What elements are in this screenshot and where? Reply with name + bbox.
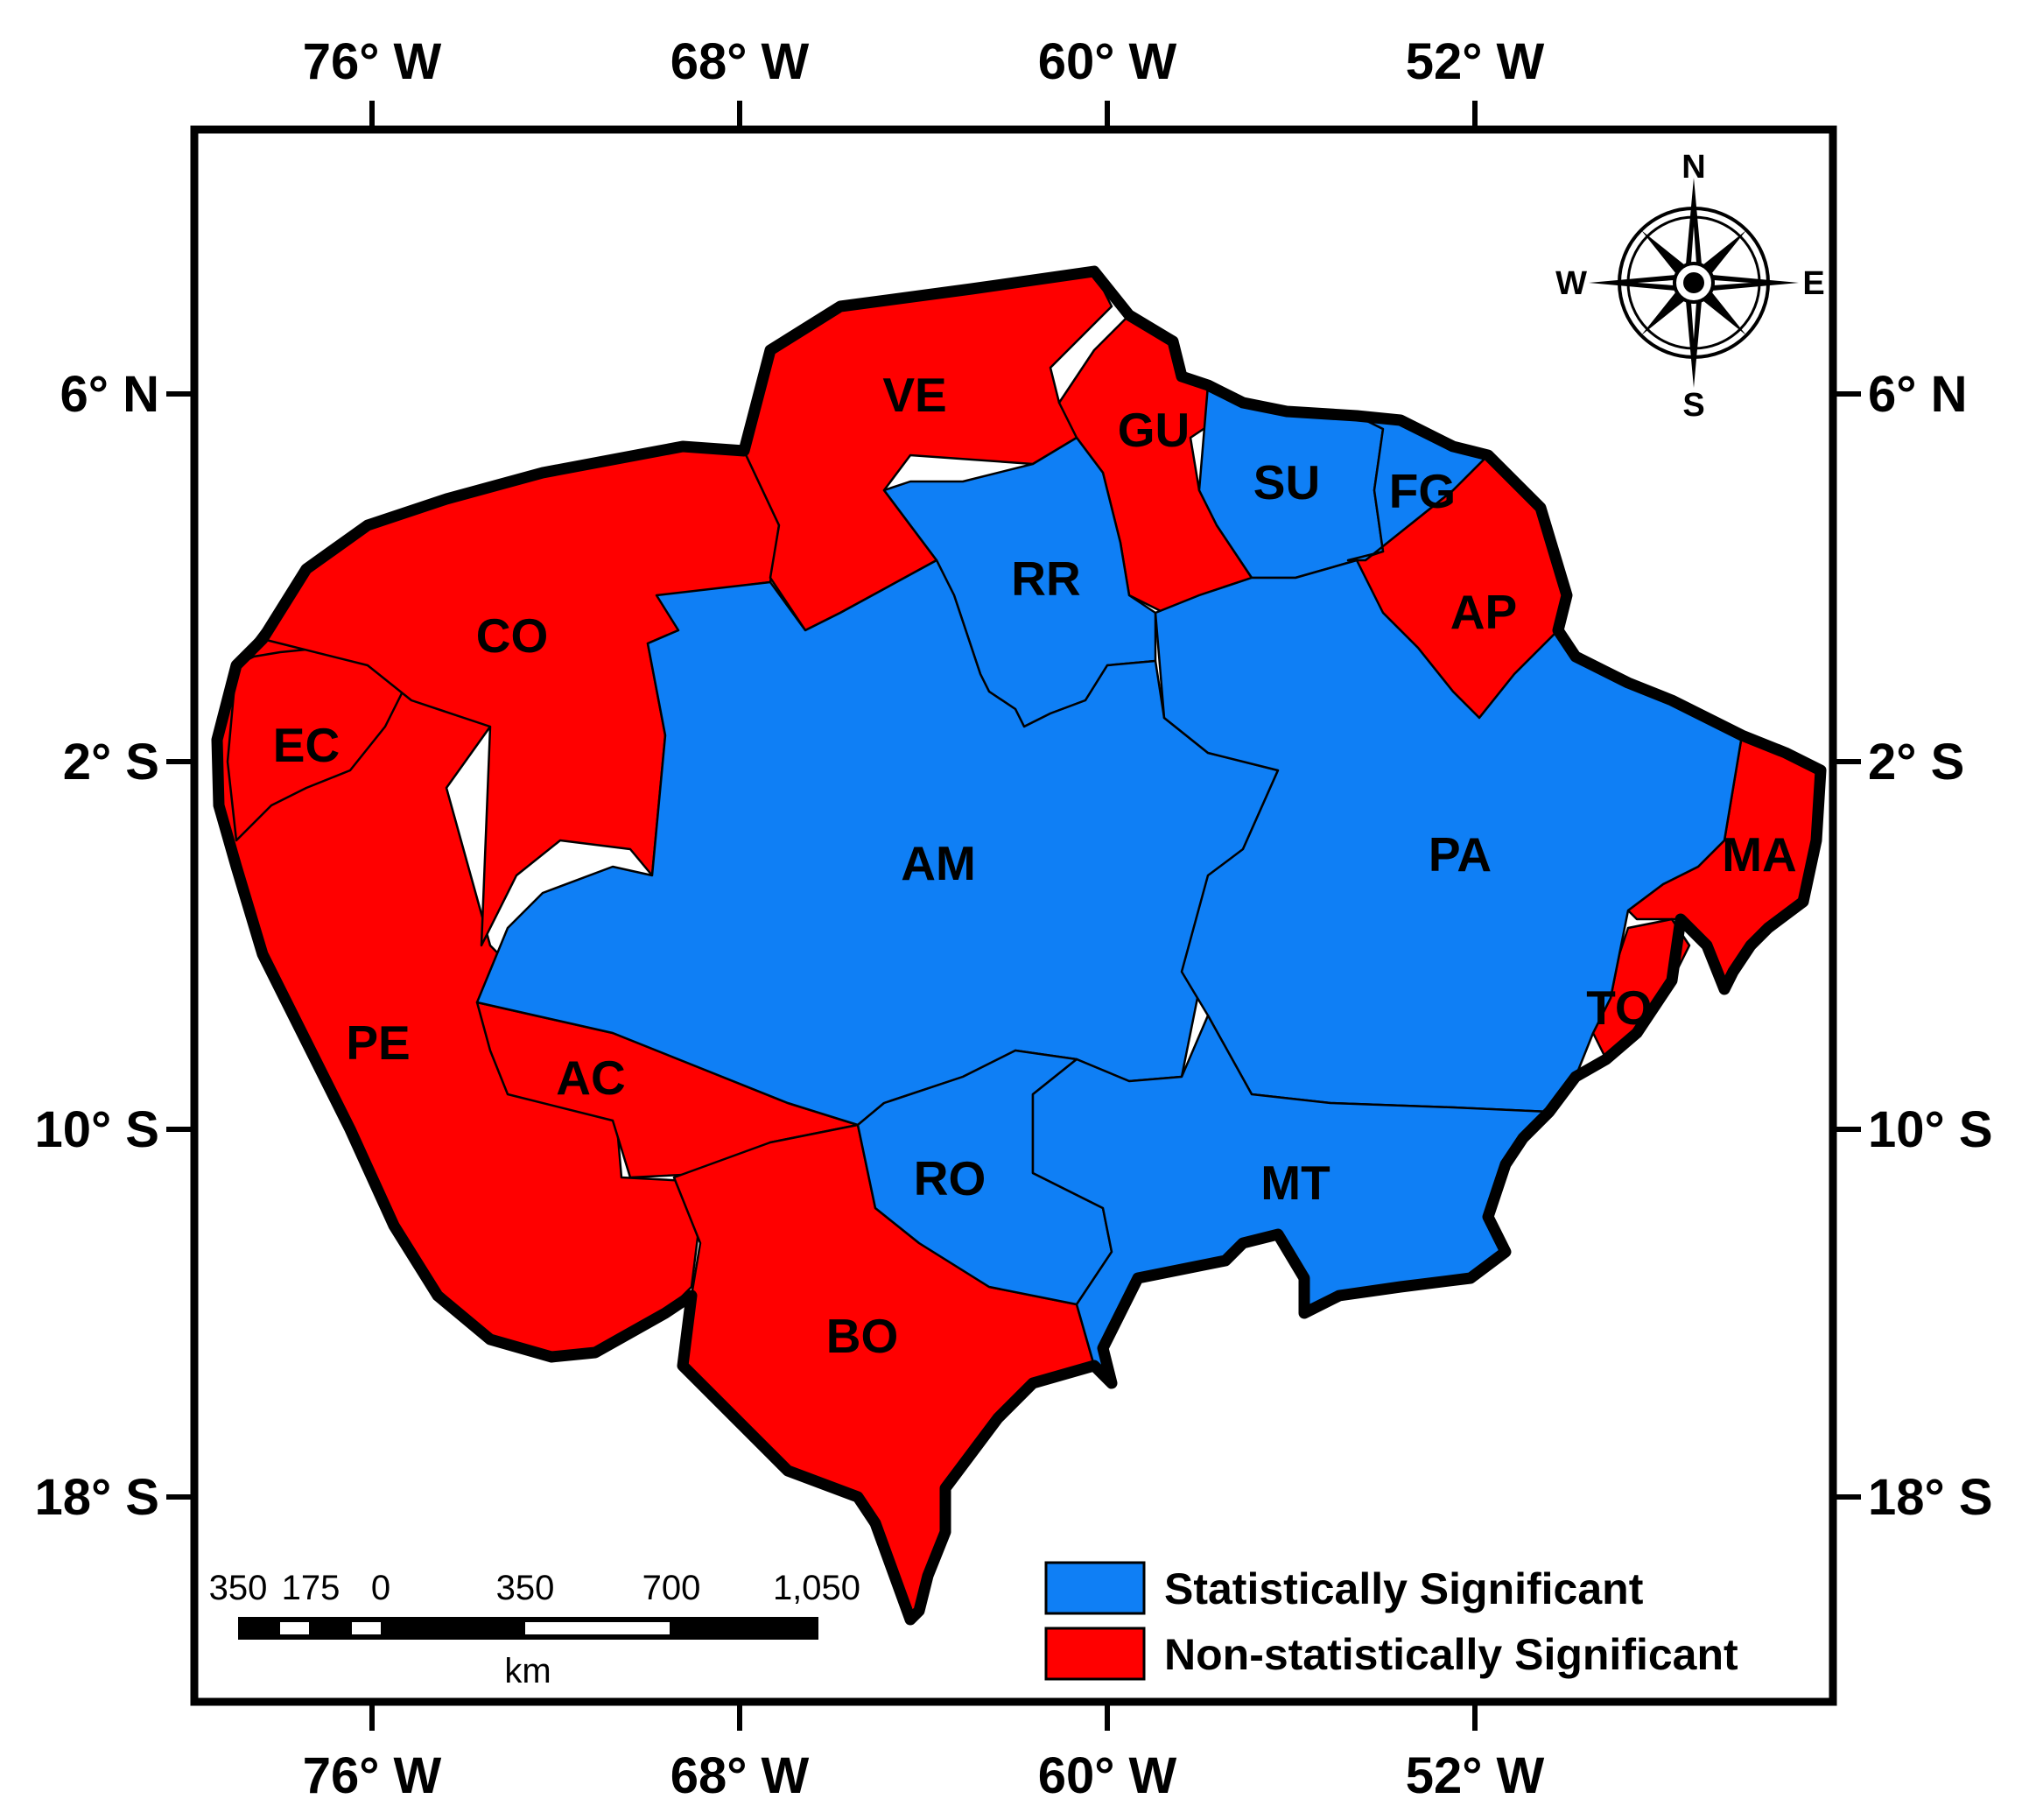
label-pe: PE — [346, 1015, 410, 1070]
scale-tick-5: 700 — [642, 1569, 701, 1607]
label-ro: RO — [914, 1151, 986, 1205]
scale-bar — [238, 1617, 818, 1640]
compass-e: E — [1802, 265, 1824, 302]
right-label-4: 18° S — [1868, 1469, 1993, 1526]
left-label-3: 10° S — [34, 1101, 159, 1158]
ticks — [166, 101, 1861, 1731]
scale-tick-6: 1,050 — [773, 1569, 860, 1607]
compass-w: W — [1555, 265, 1587, 302]
right-label-3: 10° S — [1868, 1101, 1993, 1158]
label-ac: AC — [556, 1051, 625, 1105]
bottom-label-1: 76° W — [303, 1747, 442, 1804]
scale-tick-4: 350 — [496, 1569, 555, 1607]
bottom-label-3: 60° W — [1038, 1747, 1177, 1804]
label-am: AM — [901, 836, 976, 890]
north-arrow-icon — [1589, 178, 1799, 388]
label-pa: PA — [1429, 827, 1492, 882]
scale-tick-2: 175 — [282, 1569, 341, 1607]
scale-tick-1: 350 — [209, 1569, 268, 1607]
top-label-4: 52° W — [1406, 33, 1545, 90]
label-bo: BO — [826, 1309, 899, 1363]
top-label-2: 68° W — [670, 33, 810, 90]
label-to: TO — [1586, 980, 1652, 1035]
region-ec — [226, 646, 404, 842]
label-ve: VE — [882, 368, 946, 422]
label-gu: GU — [1118, 403, 1190, 457]
left-label-4: 18° S — [34, 1469, 159, 1526]
label-su: SU — [1253, 455, 1320, 509]
top-label-3: 60° W — [1038, 33, 1177, 90]
basin-outline — [211, 265, 1827, 1626]
top-label-1: 76° W — [303, 33, 442, 90]
left-label-1: 6° N — [60, 366, 159, 423]
legend-swatch-non-significant — [1044, 1627, 1146, 1681]
label-co: CO — [476, 608, 549, 663]
label-rr: RR — [1011, 552, 1080, 606]
region-pa — [1154, 559, 1744, 1114]
legend-label-significant: Statistically Significant — [1164, 1564, 1644, 1613]
scale-unit: km — [504, 1652, 551, 1690]
label-fg: FG — [1389, 464, 1456, 518]
regions — [215, 270, 1822, 1621]
region-am — [475, 559, 1280, 1127]
compass-n: N — [1681, 149, 1705, 186]
label-ma: MA — [1722, 827, 1797, 882]
label-ap: AP — [1450, 585, 1517, 639]
scale-tick-3: 0 — [371, 1569, 390, 1607]
label-mt: MT — [1260, 1156, 1330, 1210]
right-label-1: 6° N — [1868, 366, 1967, 423]
legend-label-non-significant: Non-statistically Significant — [1164, 1630, 1738, 1679]
bottom-label-2: 68° W — [670, 1747, 810, 1804]
label-ec: EC — [273, 718, 340, 772]
compass-s: S — [1682, 387, 1704, 424]
legend-swatch-significant — [1044, 1561, 1146, 1615]
bottom-label-4: 52° W — [1406, 1747, 1545, 1804]
right-label-2: 2° S — [1868, 734, 1964, 791]
left-label-2: 2° S — [63, 734, 159, 791]
